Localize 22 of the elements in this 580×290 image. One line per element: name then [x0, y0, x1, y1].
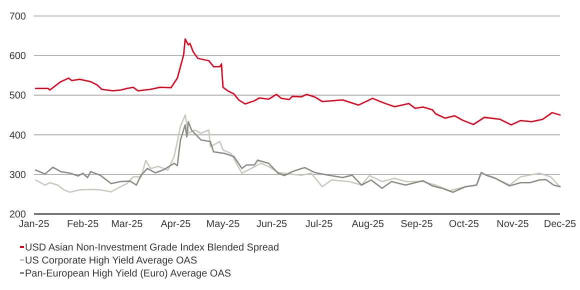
x-tick-label: Jan-25: [18, 219, 50, 230]
legend-label: US Corporate High Yield Average OAS: [25, 256, 198, 266]
y-tick-label: 200: [9, 210, 26, 220]
legend-label: USD Asian Non-Investment Grade Index Blended Spread: [25, 242, 280, 254]
x-tick-label: Sep-25: [400, 219, 434, 230]
legend-label: Pan-European High Yield (Euro) Average OAS: [25, 268, 232, 280]
y-tick-label: 600: [9, 51, 26, 62]
x-tick-label: Apr-25: [160, 219, 192, 230]
y-tick-label: 500: [9, 90, 26, 102]
x-tick-label: Jun-25: [256, 219, 288, 230]
y-tick-label: 300: [9, 170, 26, 181]
y-tick-label: 400: [9, 130, 26, 142]
x-tick-label: Feb-25: [66, 219, 100, 230]
x-tick-label: Oct-25: [448, 219, 480, 230]
x-tick-label: Nov-25: [496, 219, 530, 230]
x-tick-label: Dec-25: [544, 219, 577, 230]
line-series: [34, 38, 561, 126]
x-tick-label: May-25: [206, 219, 240, 230]
x-tick-label: Aug-25: [352, 219, 384, 230]
x-tick-label: Mar-25: [111, 219, 144, 230]
x-tick-label: Jul-25: [305, 219, 334, 230]
y-tick-label: 700: [9, 12, 26, 22]
